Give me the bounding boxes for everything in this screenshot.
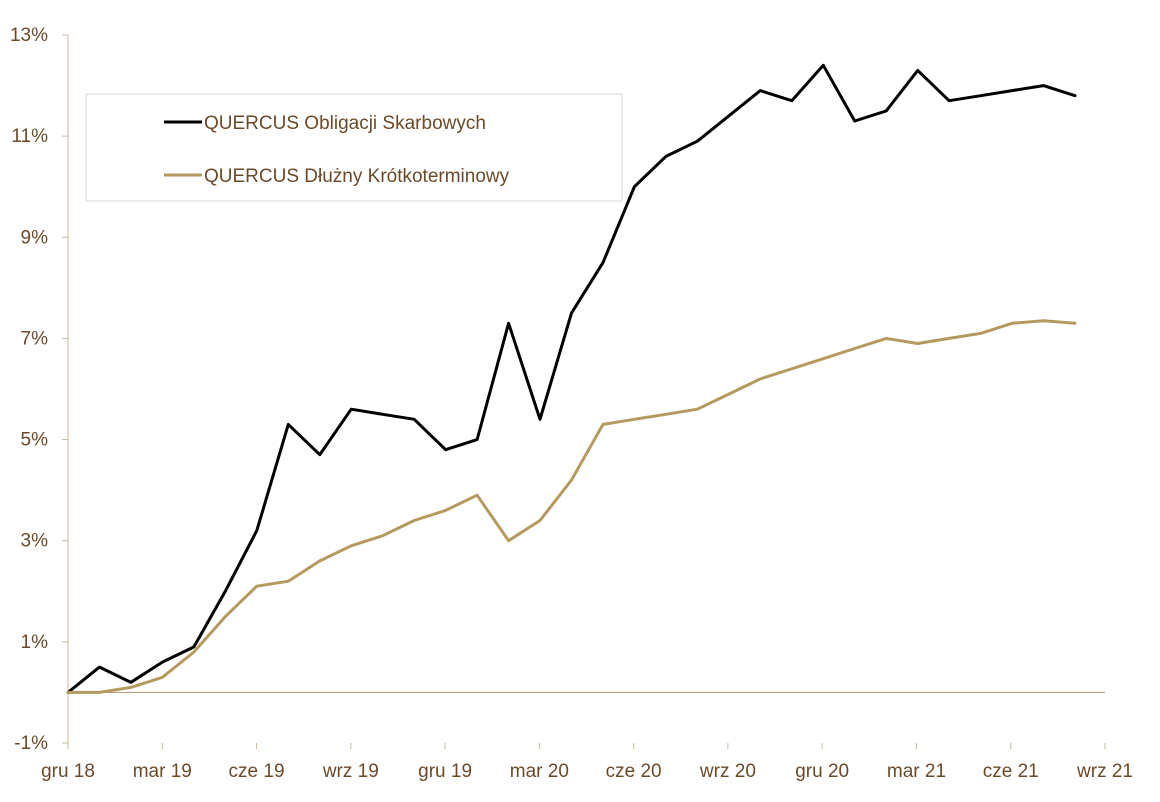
- legend-label-2: QUERCUS Dłużny Krótkoterminowy: [204, 166, 510, 187]
- x-tick-label: cze 20: [606, 761, 662, 782]
- y-tick-label: 3%: [21, 531, 49, 552]
- y-tick-label: 7%: [21, 328, 49, 349]
- x-tick-label: mar 20: [510, 761, 569, 782]
- x-tick-label: mar 19: [133, 761, 192, 782]
- series-layer: [66, 63, 1077, 694]
- x-tick-label: gru 19: [418, 761, 472, 782]
- y-tick-label: -1%: [14, 733, 48, 754]
- series-line-2: [66, 319, 1077, 694]
- legend-box: [85, 93, 623, 202]
- x-tick-label: mar 21: [887, 761, 946, 782]
- y-tick-label: 9%: [21, 227, 49, 248]
- x-tick-label: wrz 21: [1076, 761, 1133, 782]
- series-line-1: [66, 63, 1077, 694]
- legend: QUERCUS Obligacji Skarbowych QUERCUS Dłuż…: [85, 93, 623, 202]
- x-tick-label: cze 19: [229, 761, 285, 782]
- y-tick-label: 13%: [10, 25, 48, 46]
- x-tick-label: gru 20: [795, 761, 849, 782]
- legend-label-1: QUERCUS Obligacji Skarbowych: [204, 113, 486, 134]
- y-axis: -1% 1% 3% 5% 7% 9% 11% 13%: [10, 25, 69, 754]
- x-tick-label: wrz 19: [322, 761, 379, 782]
- x-tick-label: cze 21: [983, 761, 1039, 782]
- x-tick-label: gru 18: [41, 761, 95, 782]
- y-tick-label: 11%: [11, 126, 48, 147]
- x-axis: gru 18 mar 19 cze 19 wrz 19 gru 19 mar 20 cze …: [41, 691, 1133, 782]
- y-tick-label: 1%: [21, 632, 49, 653]
- x-tick-label: wrz 20: [699, 761, 756, 782]
- y-tick-label: 5%: [21, 430, 49, 451]
